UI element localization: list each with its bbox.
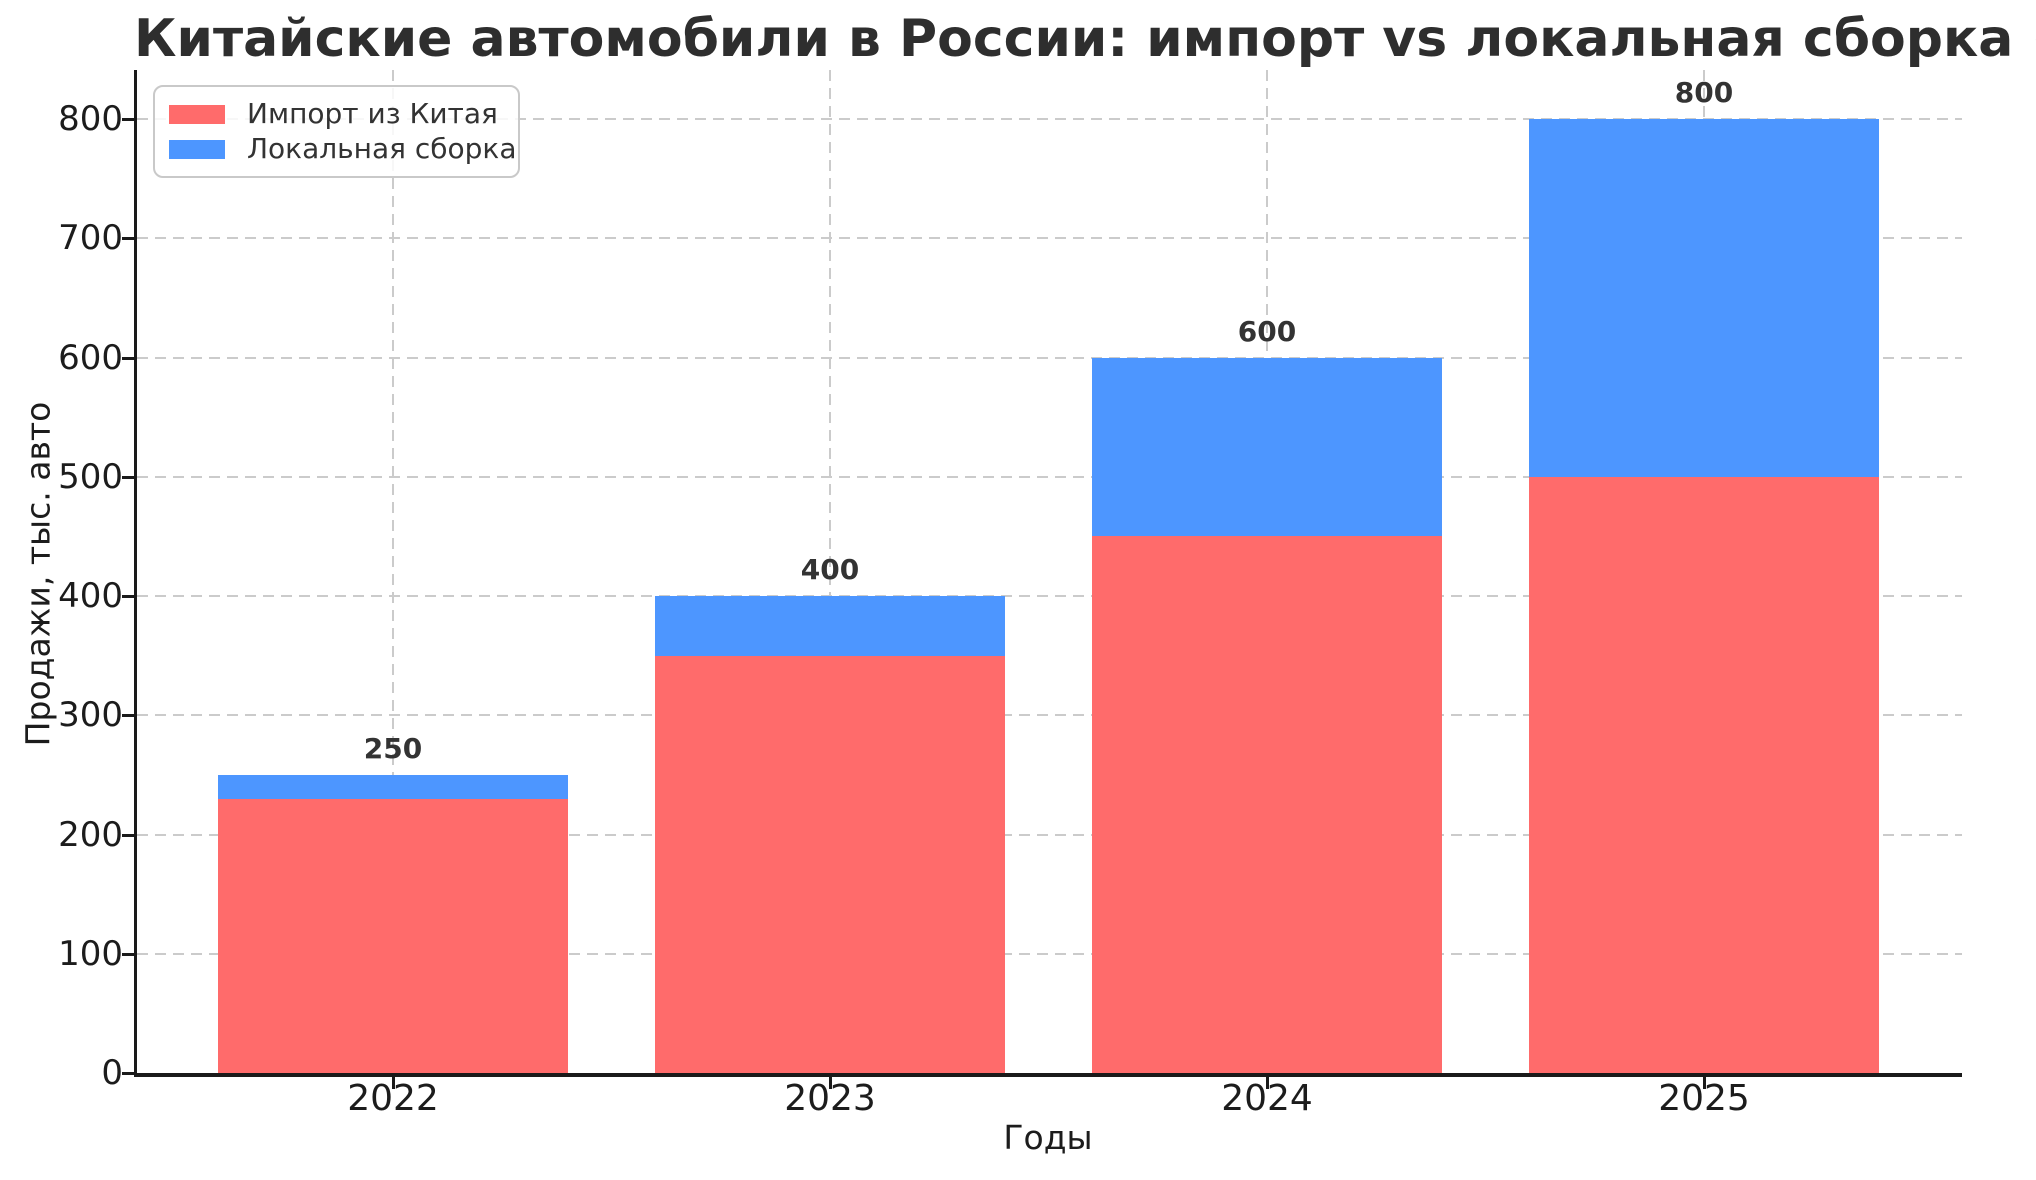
gridline-horizontal [137, 595, 1962, 597]
x-tick-label: 2025 [1658, 1078, 1750, 1119]
y-tick-mark [122, 356, 134, 360]
y-tick-label: 400 [58, 576, 123, 616]
gridline-horizontal [137, 714, 1962, 717]
bar-segment-local-2022 [218, 774, 568, 799]
y-tick-label: 700 [58, 218, 123, 259]
gridline-horizontal [137, 118, 1962, 120]
legend-row: Локальная сборка [169, 135, 517, 163]
y-tick-label: 500 [58, 456, 123, 497]
bar-segment-import-2025 [1529, 476, 1879, 1073]
legend-row: Импорт из Китая [169, 100, 508, 128]
y-tick-label: 800 [58, 99, 123, 139]
gridline-vertical [829, 70, 831, 1073]
gridline-horizontal [137, 833, 1962, 836]
x-tick-mark [829, 1077, 832, 1089]
y-tick-mark [122, 833, 134, 837]
y-tick-label: 0 [101, 1053, 123, 1093]
gridline-vertical [392, 70, 394, 1073]
bar-total-label: 250 [363, 731, 423, 765]
bar-total-label: 800 [1674, 76, 1734, 109]
y-tick-mark [122, 952, 134, 956]
plot-area: 250 400 600 800 [134, 70, 1962, 1077]
bar-segment-local-2023 [655, 596, 1005, 656]
legend: Импорт из Китая Локальная сборка [153, 85, 520, 178]
bar-segment-import-2024 [1092, 536, 1442, 1073]
legend-label: Импорт из Китая [247, 97, 498, 130]
x-tick-mark [1266, 1077, 1269, 1089]
y-tick-mark [122, 714, 134, 718]
y-tick-label: 300 [58, 695, 123, 736]
bar-total-label: 600 [1237, 314, 1297, 348]
y-tick-label: 600 [58, 337, 123, 378]
gridline-horizontal [137, 475, 1962, 478]
y-tick-mark [122, 1072, 134, 1075]
x-tick-label: 2023 [784, 1078, 876, 1119]
bar-segment-local-2025 [1529, 119, 1879, 477]
y-tick-label: 200 [58, 814, 123, 855]
x-tick-mark [1703, 1077, 1706, 1089]
bar-total-label: 400 [800, 553, 860, 586]
gridline-horizontal [137, 356, 1962, 359]
y-tick-mark [122, 237, 134, 241]
bar-segment-import-2023 [655, 655, 1005, 1073]
legend-label: Локальная сборка [247, 132, 517, 165]
y-tick-mark [122, 475, 134, 479]
x-axis-label: Годы [1003, 1118, 1093, 1157]
x-tick-mark [392, 1077, 395, 1089]
x-tick-label: 2022 [347, 1078, 439, 1119]
y-tick-label: 100 [58, 933, 123, 974]
y-tick-mark [122, 595, 134, 598]
bar-segment-import-2022 [218, 798, 568, 1073]
legend-swatch-0 [169, 104, 225, 124]
y-tick-mark [122, 118, 134, 121]
bar-segment-local-2024 [1092, 357, 1442, 537]
gridline-horizontal [137, 952, 1962, 955]
x-tick-label: 2024 [1221, 1078, 1313, 1119]
gridline-horizontal [137, 237, 1962, 240]
chart-title: Китайские автомобили в России: импорт vs… [134, 9, 2036, 69]
legend-swatch-1 [169, 139, 225, 159]
